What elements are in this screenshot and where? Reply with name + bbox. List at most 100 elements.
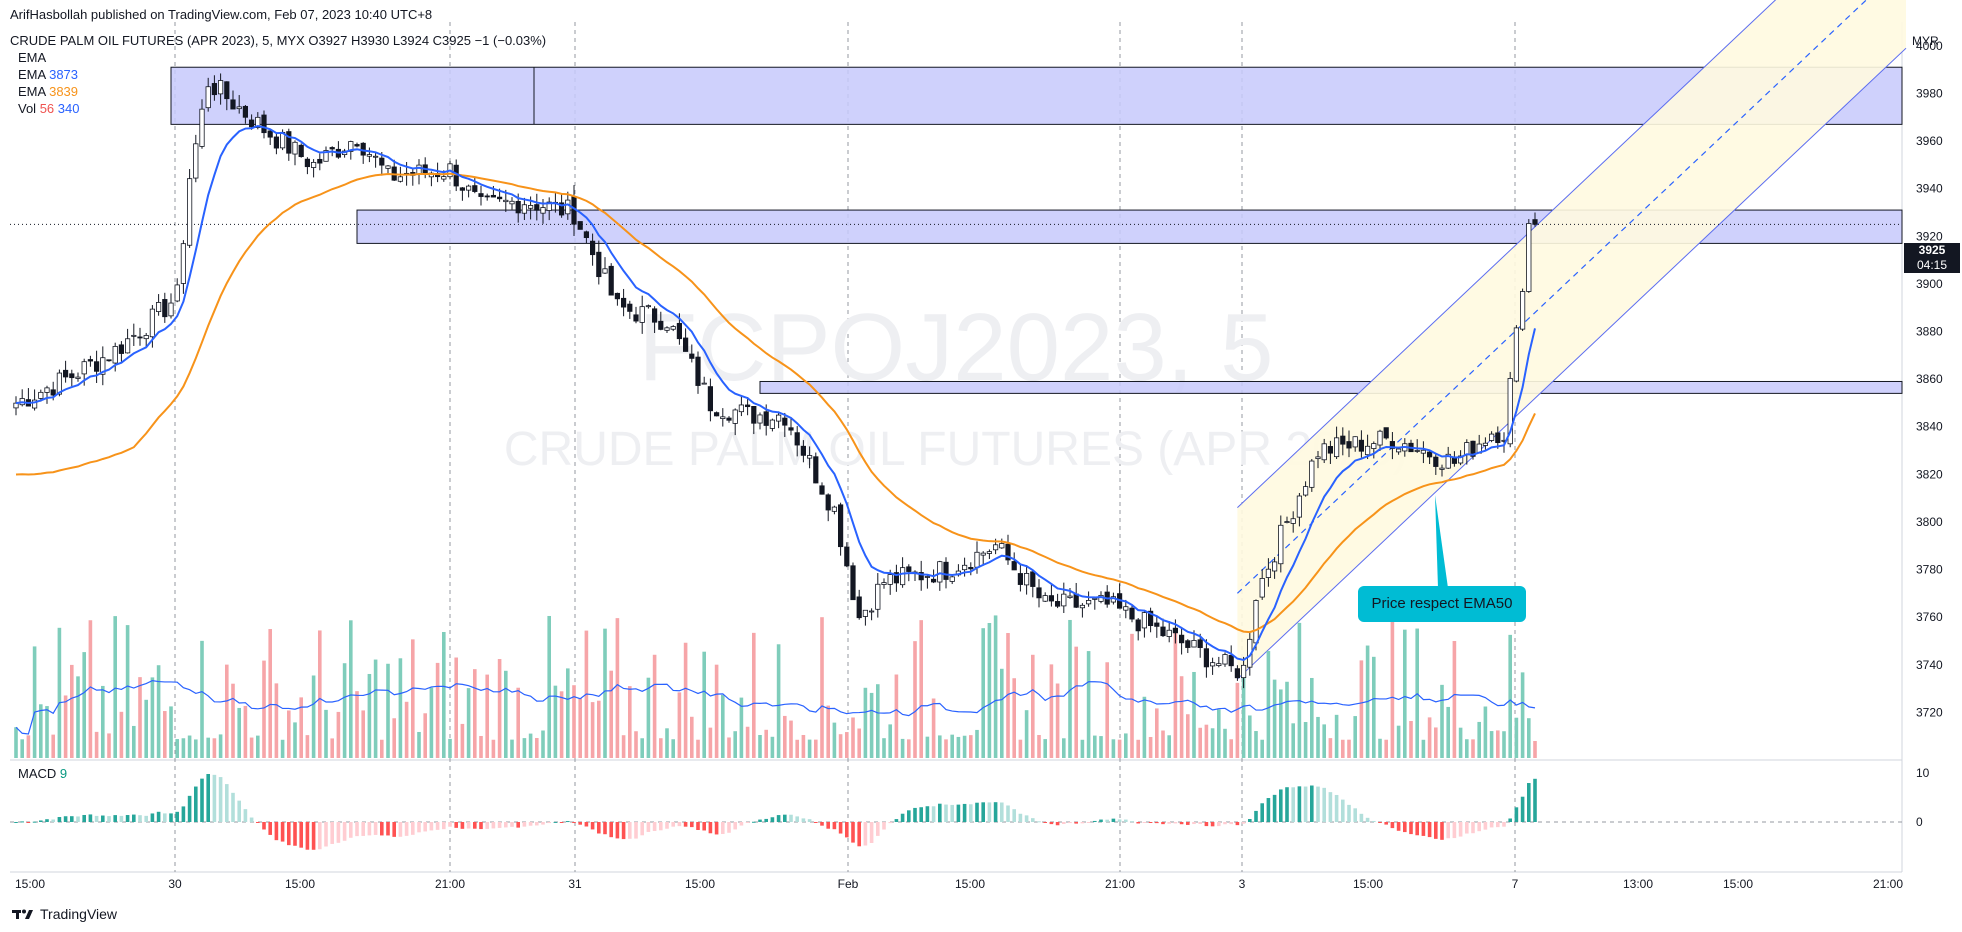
volume-bar	[225, 664, 229, 758]
volume-bar	[522, 738, 527, 758]
volume-bar	[299, 697, 303, 758]
volume-bar	[1074, 646, 1078, 758]
candle-body	[1489, 433, 1495, 441]
macd-histogram-bar	[652, 822, 657, 831]
macd-histogram-bar	[1341, 799, 1345, 822]
volume-bar	[541, 730, 545, 758]
macd-histogram-bar	[280, 822, 285, 842]
watermark-name: CRUDE PALM OIL FUTURES (APR 2023)	[504, 423, 1408, 476]
candle-body	[695, 356, 701, 386]
volume-bar	[1173, 628, 1178, 758]
candle-body	[596, 251, 602, 278]
volume-bar	[745, 726, 750, 758]
volume-bar	[1235, 682, 1240, 758]
candle-body	[354, 144, 360, 147]
volume-bar	[1322, 724, 1326, 758]
candle-body	[1048, 595, 1054, 602]
candle-body	[112, 346, 118, 364]
volume-bar	[113, 616, 117, 758]
macd-histogram-bar	[336, 822, 341, 843]
candle-body	[94, 361, 100, 372]
ema-slow-line	[15, 172, 1536, 634]
macd-histogram-bar	[206, 774, 210, 822]
macd-histogram-bar	[1229, 822, 1233, 825]
candle-body	[1315, 456, 1321, 460]
macd-histogram-bar	[770, 817, 775, 822]
macd-histogram-bar	[1186, 822, 1190, 825]
macd-histogram-bar	[144, 815, 148, 822]
macd-histogram-bar	[169, 813, 173, 822]
candle-body	[1340, 435, 1346, 445]
candle-body	[1129, 607, 1135, 620]
candle-body	[931, 578, 937, 583]
volume-bar	[1210, 728, 1215, 758]
tradingview-brand[interactable]: TradingView	[12, 906, 117, 922]
macd-histogram-bar	[1508, 818, 1512, 822]
macd-histogram-bar	[1520, 796, 1525, 822]
volume-bar	[981, 628, 985, 758]
volume-bar	[832, 722, 837, 758]
macd-histogram-bar	[1031, 818, 1035, 822]
candle-body	[1030, 571, 1036, 587]
candle-body	[1433, 456, 1439, 467]
volume-bar	[1266, 650, 1271, 758]
candle-body	[180, 243, 186, 284]
candle-body	[509, 200, 515, 205]
volume-bar	[497, 659, 502, 758]
candle-body	[776, 414, 782, 422]
volume-bar	[1167, 735, 1171, 758]
symbol-line: CRUDE PALM OIL FUTURES (APR 2023), 5, MY…	[10, 33, 547, 48]
x-tick-label: 31	[568, 877, 582, 891]
volume-bar	[758, 734, 762, 758]
macd-histogram-bar	[274, 822, 279, 841]
macd-histogram-bar	[1396, 822, 1401, 831]
volume-bar	[57, 627, 62, 758]
volume-bar	[429, 687, 434, 758]
macd-histogram-bar	[1049, 822, 1054, 825]
candle-body	[63, 369, 69, 378]
volume-bar	[361, 710, 365, 758]
macd-histogram-bar	[814, 822, 818, 823]
macd-histogram-bar	[888, 822, 892, 824]
macd-histogram-bar	[1322, 787, 1326, 822]
price-respect-callout[interactable]: Price respect EMA50	[1358, 586, 1526, 622]
candle-body	[329, 147, 335, 150]
y-tick-label: 3860	[1916, 372, 1943, 386]
candle-body	[286, 131, 292, 154]
candle-body	[1203, 648, 1209, 668]
volume-bar	[342, 663, 347, 758]
candle-body	[614, 292, 621, 300]
candle-body	[621, 297, 627, 308]
macd-histogram-bar	[1272, 794, 1277, 822]
candle-body	[813, 456, 819, 484]
volume-bar	[194, 739, 198, 758]
candle-body	[131, 334, 137, 337]
volume-bar	[652, 654, 657, 758]
macd-histogram-bar	[163, 813, 167, 822]
candle-body	[807, 455, 813, 459]
volume-bar	[175, 739, 179, 758]
macd-histogram-bar	[764, 818, 768, 822]
macd-histogram-bar	[956, 804, 961, 822]
macd-histogram-bar	[386, 822, 390, 836]
candle-body	[918, 572, 924, 581]
volume-bar	[987, 622, 992, 758]
volume-bar	[820, 617, 824, 758]
volume-bar	[838, 734, 843, 758]
volume-bar	[1000, 668, 1004, 758]
candle-body	[1160, 626, 1166, 637]
y-tick-label: 3820	[1916, 467, 1943, 481]
macd-histogram-bar	[373, 822, 378, 835]
candle-body	[639, 306, 645, 323]
volume-bar	[88, 620, 93, 758]
volume-bar	[1403, 629, 1407, 758]
volume-bar	[1142, 696, 1147, 758]
volume-bar	[528, 733, 533, 758]
zone-box	[170, 66, 1903, 125]
volume-bar	[727, 737, 731, 758]
candle-body	[1352, 436, 1358, 448]
macd-histogram-bar	[597, 822, 601, 834]
macd-histogram-bar	[1254, 810, 1258, 822]
x-tick-label: 15:00	[685, 877, 715, 891]
